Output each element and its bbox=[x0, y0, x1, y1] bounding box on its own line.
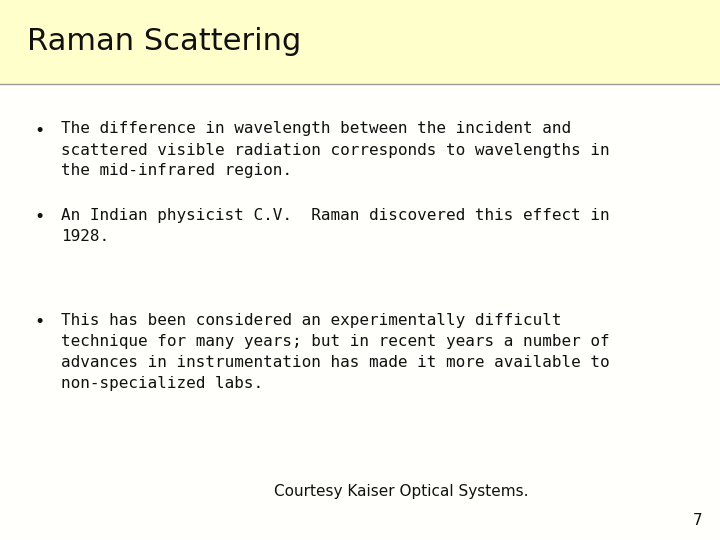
Text: •: • bbox=[35, 313, 45, 331]
Text: •: • bbox=[35, 208, 45, 226]
Bar bbox=[0, 0, 720, 84]
Text: The difference in wavelength between the incident and
scattered visible radiatio: The difference in wavelength between the… bbox=[61, 122, 610, 179]
Text: This has been considered an experimentally difficult
technique for many years; b: This has been considered an experimental… bbox=[61, 313, 610, 391]
Text: 7: 7 bbox=[693, 513, 702, 528]
Text: An Indian physicist C.V.  Raman discovered this effect in
1928.: An Indian physicist C.V. Raman discovere… bbox=[61, 208, 610, 244]
Text: Raman Scattering: Raman Scattering bbox=[27, 28, 302, 56]
Text: Courtesy Kaiser Optical Systems.: Courtesy Kaiser Optical Systems. bbox=[274, 484, 528, 499]
Text: •: • bbox=[35, 122, 45, 139]
